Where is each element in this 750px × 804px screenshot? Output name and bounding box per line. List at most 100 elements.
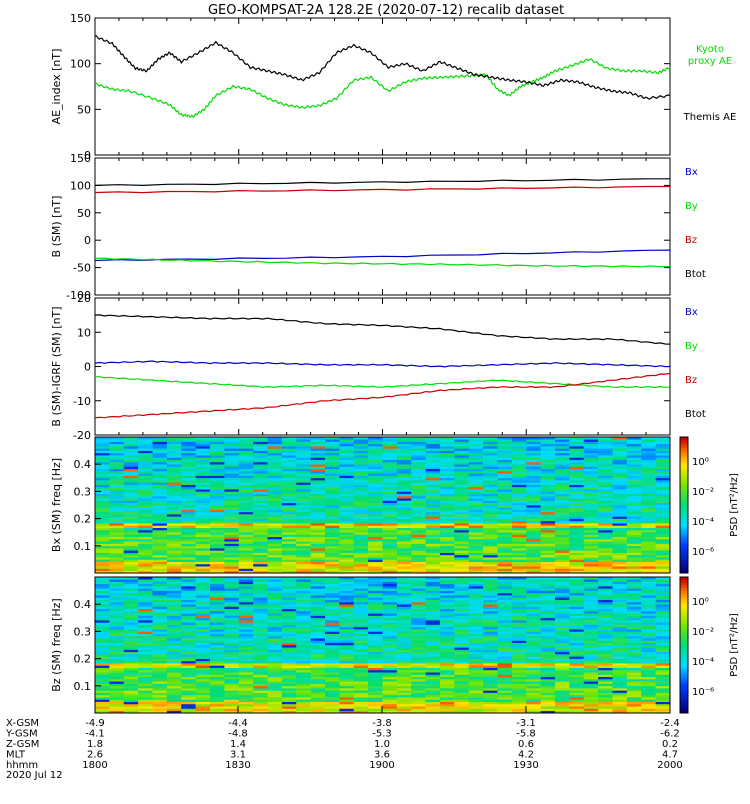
spectrogram-cell	[411, 553, 426, 556]
spectrogram-cell	[339, 631, 354, 634]
spectrogram-cell	[282, 663, 297, 666]
spectrogram-cell	[641, 519, 656, 522]
spectrogram-cell	[109, 656, 124, 659]
spectrogram-cell	[383, 546, 398, 549]
spectrogram-cell	[469, 507, 484, 510]
spectrogram-cell	[483, 505, 498, 508]
spectrogram-cell	[555, 636, 570, 639]
spectrogram-cell	[210, 482, 225, 485]
spectrogram-cell	[541, 693, 556, 696]
spectrogram-cell	[311, 618, 326, 621]
spectrogram-cell	[268, 478, 283, 481]
spectrogram-cell	[613, 640, 628, 643]
spectrogram-cell	[397, 464, 412, 467]
spectrogram-cell	[541, 702, 556, 705]
spectrogram-cell	[296, 500, 311, 503]
spectrogram-cell	[368, 636, 383, 639]
spectrogram-cell	[124, 665, 139, 668]
spectrogram-cell	[224, 625, 239, 628]
spectrogram-cell	[196, 539, 211, 542]
spectrogram-cell	[426, 564, 441, 567]
spectrogram-cell	[138, 695, 153, 698]
spectrogram-cell	[555, 702, 570, 705]
spectrogram-cell	[268, 451, 283, 454]
spectrogram-cell	[296, 457, 311, 460]
spectrogram-cell	[483, 546, 498, 549]
spectrogram-cell	[483, 643, 498, 646]
spectrogram-cell	[411, 659, 426, 662]
spectrogram-cell	[339, 618, 354, 621]
spectrogram-cell	[584, 616, 599, 619]
spectrogram-cell	[598, 530, 613, 533]
spectrogram-cell	[541, 616, 556, 619]
spectrogram-cell	[383, 677, 398, 680]
spectrogram-cell	[181, 512, 196, 515]
spectrogram-cell	[598, 591, 613, 594]
spectrogram-cell	[483, 500, 498, 503]
spectrogram-cell	[282, 647, 297, 650]
spectrogram-cell	[569, 464, 584, 467]
spectrogram-cell	[483, 491, 498, 494]
spectrogram-cell	[383, 476, 398, 479]
spectrogram-cell	[124, 525, 139, 528]
spectrogram-cell	[239, 471, 254, 474]
spectrogram-cell	[138, 446, 153, 449]
spectrogram-cell	[426, 636, 441, 639]
spectrogram-cell	[253, 494, 268, 497]
spectrogram-cell	[613, 654, 628, 657]
spectrogram-cell	[311, 677, 326, 680]
spectrogram-cell	[368, 674, 383, 677]
spectrogram-cell	[469, 693, 484, 696]
spectrogram-cell	[296, 684, 311, 687]
spectrogram-cell	[296, 593, 311, 596]
spectrogram-cell	[526, 566, 541, 569]
spectrogram-cell	[167, 519, 182, 522]
spectrogram-cell	[498, 697, 513, 700]
spectrogram-cell	[181, 647, 196, 650]
spectrogram-cell	[555, 568, 570, 571]
spectrogram-cell	[325, 677, 340, 680]
spectrogram-cell	[555, 708, 570, 711]
spectrogram-cell	[397, 480, 412, 483]
spectrogram-cell	[153, 656, 168, 659]
spectrogram-cell	[196, 457, 211, 460]
spectrogram-cell	[584, 494, 599, 497]
spectrogram-cell	[181, 597, 196, 600]
spectrogram-cell	[325, 494, 340, 497]
spectrogram-cell	[512, 609, 527, 612]
spectrogram-cell	[368, 555, 383, 558]
spectrogram-cell	[440, 595, 455, 598]
spectrogram-cell	[196, 686, 211, 689]
spectrogram-cell	[541, 464, 556, 467]
spectrogram-cell	[454, 521, 469, 524]
spectrogram-cell	[526, 523, 541, 526]
spectrogram-cell	[124, 539, 139, 542]
spectrogram-cell	[239, 503, 254, 506]
spectrogram-cell	[325, 544, 340, 547]
spectrogram-cell	[641, 503, 656, 506]
spectrogram-cell	[598, 579, 613, 582]
spectrogram-cell	[253, 469, 268, 472]
spectrogram-cell	[397, 544, 412, 547]
spectrogram-cell	[167, 690, 182, 693]
spectrogram-cell	[368, 582, 383, 585]
spectrogram-cell	[282, 677, 297, 680]
spectrogram-cell	[124, 654, 139, 657]
spectrogram-cell	[584, 548, 599, 551]
spectrogram-cell	[555, 663, 570, 666]
spectrogram-cell	[598, 704, 613, 707]
spectrogram-cell	[210, 557, 225, 560]
spectrogram-cell	[124, 650, 139, 653]
spectrogram-cell	[181, 480, 196, 483]
spectrogram-cell	[138, 708, 153, 711]
spectrogram-cell	[210, 613, 225, 616]
spectrogram-cell	[124, 489, 139, 492]
spectrogram-cell	[325, 498, 340, 501]
spectrogram-cell	[109, 485, 124, 488]
spectrogram-cell	[109, 693, 124, 696]
spectrogram-cell	[454, 503, 469, 506]
spectrogram-cell	[109, 487, 124, 490]
spectrogram-cell	[109, 553, 124, 556]
spectrogram-cell	[469, 512, 484, 515]
spectrogram-cell	[124, 656, 139, 659]
